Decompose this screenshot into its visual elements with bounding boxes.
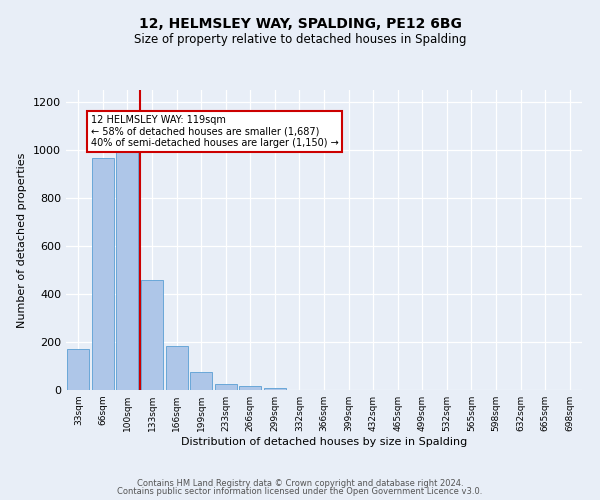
Y-axis label: Number of detached properties: Number of detached properties	[17, 152, 28, 328]
X-axis label: Distribution of detached houses by size in Spalding: Distribution of detached houses by size …	[181, 437, 467, 447]
Bar	[92, 158, 114, 390]
Bar	[141, 280, 163, 390]
Text: Contains public sector information licensed under the Open Government Licence v3: Contains public sector information licen…	[118, 487, 482, 496]
Bar	[264, 388, 286, 390]
Bar	[116, 150, 139, 390]
Bar	[166, 346, 188, 390]
Bar	[215, 384, 237, 390]
Bar	[67, 349, 89, 390]
Text: Size of property relative to detached houses in Spalding: Size of property relative to detached ho…	[134, 32, 466, 46]
Text: 12 HELMSLEY WAY: 119sqm
← 58% of detached houses are smaller (1,687)
40% of semi: 12 HELMSLEY WAY: 119sqm ← 58% of detache…	[91, 115, 338, 148]
Bar	[239, 386, 262, 390]
Text: 12, HELMSLEY WAY, SPALDING, PE12 6BG: 12, HELMSLEY WAY, SPALDING, PE12 6BG	[139, 18, 461, 32]
Text: Contains HM Land Registry data © Crown copyright and database right 2024.: Contains HM Land Registry data © Crown c…	[137, 478, 463, 488]
Bar	[190, 372, 212, 390]
